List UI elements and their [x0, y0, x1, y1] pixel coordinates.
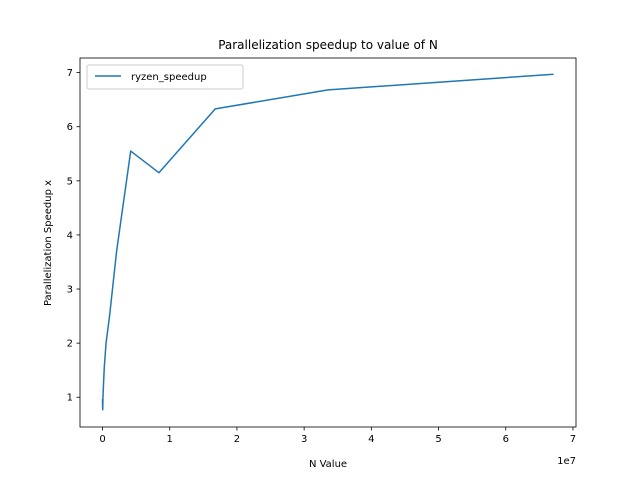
y-tick-label: 7	[67, 68, 73, 79]
series-layer	[101, 73, 554, 411]
x-tick-label: 1	[167, 434, 173, 445]
legend-label-ryzen-speedup: ryzen_speedup	[131, 72, 207, 83]
y-tick-label: 1	[67, 393, 73, 404]
y-tick-label: 6	[67, 122, 73, 133]
x-tick-label: 6	[503, 434, 509, 445]
x-tick-label: 4	[368, 434, 374, 445]
y-tick-label: 3	[67, 285, 73, 296]
y-axis-title: Parallelization Speedup x	[43, 180, 54, 306]
x-tick-label: 2	[234, 434, 240, 445]
y-axis: 1 2 3 4 5 6 7	[67, 68, 80, 404]
x-tick-label: 3	[301, 434, 307, 445]
chart-title: Parallelization speedup to value of N	[218, 38, 438, 52]
series-line-ryzen-speedup	[101, 73, 554, 411]
x-axis-title: N Value	[309, 459, 347, 470]
x-tick-label: 0	[99, 434, 105, 445]
legend-box	[86, 64, 244, 90]
y-tick-label: 2	[67, 339, 73, 350]
y-tick-label: 4	[67, 230, 73, 241]
x-tick-label: 7	[570, 434, 576, 445]
plot-frame	[79, 57, 577, 428]
y-tick-label: 5	[67, 176, 73, 187]
x-axis: 0 1 2 3 4 5 6 7	[99, 427, 576, 445]
plot-area	[79, 57, 577, 428]
x-axis-offset-label: 1e7	[557, 456, 576, 467]
x-tick-label: 5	[435, 434, 441, 445]
legend: ryzen_speedup	[86, 64, 244, 90]
